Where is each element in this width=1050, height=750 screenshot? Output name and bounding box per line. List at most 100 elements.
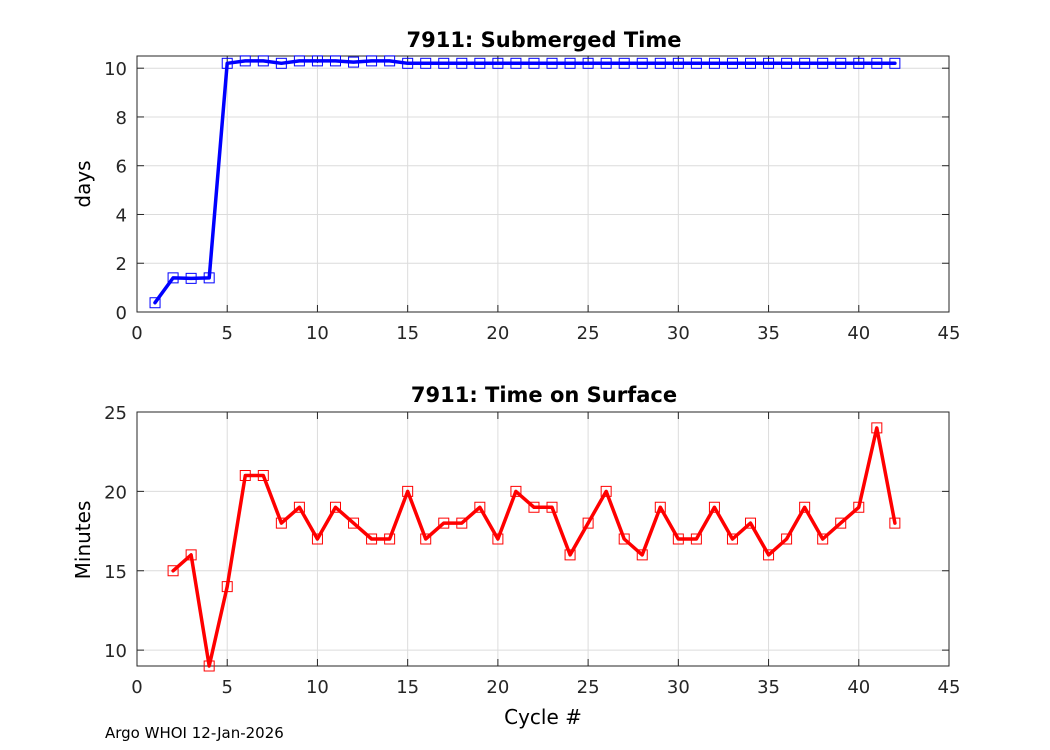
data-point (781, 533, 793, 545)
data-point (745, 517, 757, 529)
data-point (853, 57, 865, 69)
data-point (456, 57, 468, 69)
data-point (420, 533, 432, 545)
data-point (438, 57, 450, 69)
data-point (474, 501, 486, 513)
data-point (726, 57, 738, 69)
x-tick-label: 25 (577, 323, 600, 344)
data-point (654, 57, 666, 69)
data-point (528, 501, 540, 513)
surface-time-plot: 0 5 10 15 20 25 30 35 40 45 10 15 20 25 7911: Time on … (71, 383, 960, 729)
x-tick-label: 30 (667, 677, 690, 698)
data-point (203, 660, 215, 672)
data-point (257, 55, 269, 67)
data-point (546, 57, 558, 69)
data-point (853, 501, 865, 513)
x-tick-label: 10 (306, 323, 329, 344)
data-point (528, 57, 540, 69)
data-point (185, 272, 197, 284)
data-point (402, 57, 414, 69)
data-point (708, 57, 720, 69)
y-axis-label: Minutes (71, 501, 95, 580)
data-point (564, 549, 576, 561)
data-point (654, 501, 666, 513)
y-tick-label: 15 (104, 562, 127, 583)
data-point (366, 55, 378, 67)
data-point (636, 57, 648, 69)
footer-text: Argo WHOI 12-Jan-2026 (105, 724, 284, 742)
series-line (153, 59, 897, 305)
x-tick-label: 20 (486, 323, 509, 344)
series-line (171, 426, 897, 668)
data-point (781, 57, 793, 69)
x-axis-label: Cycle # (504, 705, 582, 729)
x-tick-label: 35 (757, 323, 780, 344)
data-point (817, 57, 829, 69)
data-point (817, 533, 829, 545)
data-point (708, 501, 720, 513)
x-tick-label: 15 (396, 323, 419, 344)
data-point (763, 549, 775, 561)
axes-frame (136, 411, 950, 667)
data-point (329, 501, 341, 513)
data-point (384, 55, 396, 67)
x-tick-label: 5 (221, 677, 232, 698)
data-point (167, 565, 179, 577)
data-point (402, 485, 414, 497)
data-point (329, 55, 341, 67)
x-tick-label: 5 (221, 323, 232, 344)
x-tick-label: 15 (396, 677, 419, 698)
x-tick-label: 25 (577, 677, 600, 698)
data-point (167, 272, 179, 284)
submerged-time-plot: 0 5 10 15 20 25 30 35 40 45 0 2 4 6 8 10 7911: Submerged… (71, 28, 960, 344)
data-point (348, 56, 360, 68)
data-point (293, 55, 305, 67)
data-point (221, 581, 233, 593)
y-tick-label: 4 (116, 205, 127, 226)
data-point (636, 549, 648, 561)
y-tick-label: 25 (104, 403, 127, 424)
y-tick-label: 10 (104, 59, 127, 80)
data-point (871, 57, 883, 69)
data-point (600, 485, 612, 497)
y-tick-label: 6 (116, 157, 127, 178)
data-point (420, 57, 432, 69)
data-point (149, 297, 161, 309)
data-point (582, 57, 594, 69)
data-point (239, 55, 251, 67)
data-point (474, 57, 486, 69)
x-tick-label: 45 (938, 323, 961, 344)
data-point (311, 533, 323, 545)
x-tick-label: 30 (667, 323, 690, 344)
data-point (510, 57, 522, 69)
data-point (618, 57, 630, 69)
data-point (672, 57, 684, 69)
data-point (366, 533, 378, 545)
y-tick-label: 8 (116, 108, 127, 129)
y-tick-label: 10 (104, 641, 127, 662)
data-point (275, 57, 287, 69)
data-point (185, 549, 197, 561)
data-point (203, 272, 215, 284)
data-point (871, 422, 883, 434)
data-point (348, 517, 360, 529)
data-point (293, 501, 305, 513)
x-tick-label: 40 (847, 677, 870, 698)
grid (136, 56, 950, 313)
x-tick-label: 40 (847, 323, 870, 344)
data-point (799, 57, 811, 69)
data-point (546, 501, 558, 513)
data-point (600, 57, 612, 69)
data-point (835, 517, 847, 529)
data-point (492, 57, 504, 69)
y-tick-label: 2 (116, 254, 127, 275)
data-point (239, 470, 251, 481)
data-point (582, 517, 594, 529)
x-tick-label: 20 (486, 677, 509, 698)
data-point (311, 55, 323, 67)
data-point (690, 533, 702, 545)
data-point (889, 517, 901, 529)
y-tick-label: 0 (116, 303, 127, 324)
data-point (726, 533, 738, 545)
data-point (799, 501, 811, 513)
